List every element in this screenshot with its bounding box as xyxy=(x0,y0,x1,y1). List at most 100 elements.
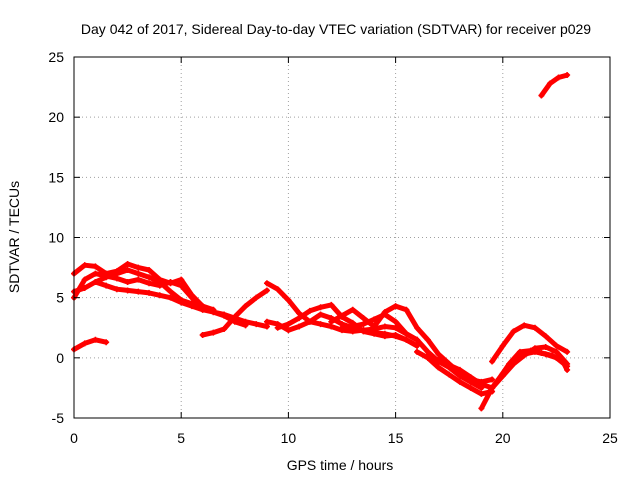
data-point xyxy=(124,266,131,273)
data-point xyxy=(221,311,228,318)
data-point xyxy=(499,370,506,377)
data-point xyxy=(146,274,153,281)
data-point xyxy=(435,364,442,371)
data-point xyxy=(489,376,496,383)
y-tick-label: 5 xyxy=(56,290,64,306)
grid-lines xyxy=(74,57,610,418)
data-point xyxy=(146,266,153,273)
data-point xyxy=(531,324,538,331)
data-point xyxy=(328,301,335,308)
data-point xyxy=(135,288,142,295)
data-point xyxy=(339,312,345,319)
data-point xyxy=(263,280,270,287)
data-point xyxy=(306,307,313,314)
y-tick-label: 25 xyxy=(48,49,64,65)
data-point xyxy=(103,282,110,289)
data-point xyxy=(242,318,249,325)
data-point xyxy=(103,274,110,281)
data-point xyxy=(392,324,399,331)
data-point xyxy=(296,323,303,330)
data-point xyxy=(467,374,474,381)
data-point xyxy=(146,289,153,296)
x-tick-label: 25 xyxy=(602,430,618,446)
data-point xyxy=(92,263,99,270)
data-point xyxy=(538,92,545,99)
data-point xyxy=(553,348,560,355)
data-point xyxy=(392,318,399,325)
x-tick-label: 15 xyxy=(388,430,404,446)
data-point xyxy=(146,280,153,287)
data-point xyxy=(446,371,453,378)
data-point xyxy=(92,270,99,277)
data-point xyxy=(414,336,421,343)
data-point xyxy=(113,286,120,293)
data-point xyxy=(306,318,313,325)
data-point xyxy=(521,351,528,358)
data-point xyxy=(263,318,270,325)
y-tick-label: 0 xyxy=(56,350,64,366)
data-point xyxy=(456,372,463,379)
data-point xyxy=(371,323,378,330)
data-point xyxy=(242,303,249,310)
y-tick-label: 10 xyxy=(48,230,64,246)
data-point xyxy=(253,294,260,301)
data-point xyxy=(435,357,442,364)
data-point xyxy=(135,264,142,271)
data-point xyxy=(81,285,88,292)
data-point xyxy=(124,287,131,294)
series-line-track-o xyxy=(489,322,570,364)
x-tick-label: 0 xyxy=(70,430,78,446)
series-line-track-r xyxy=(538,72,570,98)
data-point xyxy=(178,276,185,283)
data-point xyxy=(381,333,388,340)
data-point xyxy=(555,74,562,81)
data-point xyxy=(446,362,453,369)
data-point xyxy=(484,390,491,397)
data-point xyxy=(124,260,131,267)
data-point xyxy=(542,344,549,351)
series-line-track-a xyxy=(71,337,109,352)
data-point xyxy=(467,384,474,391)
data-point xyxy=(414,348,421,355)
data-series xyxy=(71,72,571,412)
y-tick-label: 20 xyxy=(48,109,64,125)
data-point xyxy=(360,328,367,335)
data-point xyxy=(371,316,378,323)
x-tick-label: 5 xyxy=(177,430,185,446)
data-point xyxy=(546,80,553,87)
data-point xyxy=(392,331,399,338)
data-point xyxy=(231,313,238,320)
data-point xyxy=(167,279,174,286)
data-point xyxy=(135,270,142,277)
data-point xyxy=(124,279,131,286)
y-tick-label: -5 xyxy=(52,410,65,426)
data-point xyxy=(531,348,538,355)
data-point xyxy=(274,324,281,331)
data-point xyxy=(263,287,270,294)
data-point xyxy=(478,405,485,412)
data-point xyxy=(285,297,292,304)
data-point xyxy=(349,323,356,330)
series-line-track-k xyxy=(339,312,484,391)
data-point xyxy=(103,339,110,346)
data-point xyxy=(167,288,174,295)
data-point xyxy=(221,325,228,332)
data-point xyxy=(253,321,260,328)
data-point xyxy=(499,342,506,349)
data-point xyxy=(424,336,431,343)
data-point xyxy=(489,358,496,365)
data-point xyxy=(199,306,206,313)
data-point xyxy=(564,348,571,355)
data-point xyxy=(328,318,335,325)
chart-title: Day 042 of 2017, Sidereal Day-to-day VTE… xyxy=(81,21,591,37)
data-point xyxy=(564,72,571,79)
y-tick-label: 15 xyxy=(48,169,64,185)
data-point xyxy=(92,279,99,286)
data-point xyxy=(456,366,463,373)
data-point xyxy=(542,351,549,358)
y-axis-label: SDTVAR / TECUs xyxy=(6,181,22,293)
x-axis-label: GPS time / hours xyxy=(287,457,394,473)
data-point xyxy=(178,299,185,306)
data-point xyxy=(317,321,324,328)
